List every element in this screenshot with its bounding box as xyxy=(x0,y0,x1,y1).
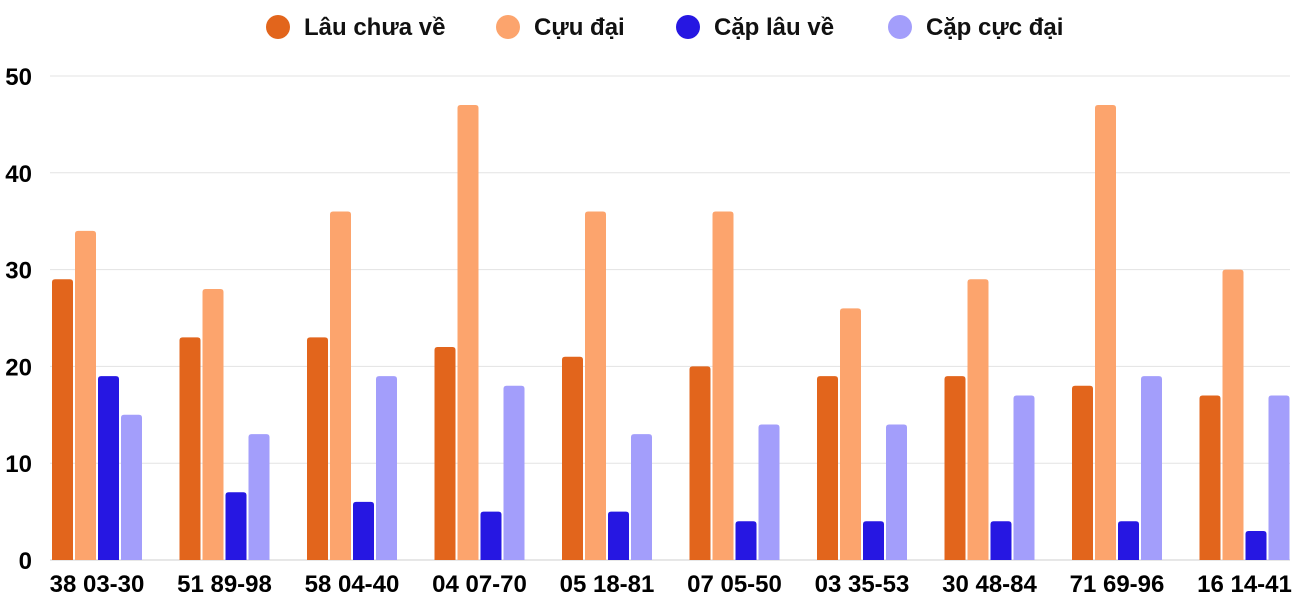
bar xyxy=(503,385,525,560)
bar xyxy=(689,366,711,560)
x-tick-label: 04 07-70 xyxy=(432,571,527,598)
legend-item[interactable]: Cặp cực đại xyxy=(888,14,1063,41)
y-tick-label: 30 xyxy=(5,258,32,285)
bar xyxy=(1141,376,1162,560)
y-tick-label: 10 xyxy=(5,451,32,478)
legend-label: Lâu chưa về xyxy=(304,14,445,41)
bar xyxy=(480,511,502,560)
bar xyxy=(330,211,351,560)
bar xyxy=(1245,530,1267,560)
x-axis: 38 03-30 51 89-98 58 04-40 04 07-70 05 18-81… xyxy=(50,571,1292,598)
x-tick-label: 30 48-84 xyxy=(942,571,1037,598)
bar xyxy=(353,501,374,560)
bar xyxy=(1222,269,1244,560)
x-tick-label: 03 35-53 xyxy=(815,571,910,598)
legend-label: Cặp cực đại xyxy=(926,14,1063,41)
x-tick-label: 51 89-98 xyxy=(177,571,272,598)
bar xyxy=(863,521,884,560)
legend-swatch xyxy=(676,15,700,39)
legend: Lâu chưa về Cựu đại Cặp lâu về Cặp cực đại xyxy=(266,14,1063,41)
bar xyxy=(944,376,966,560)
legend-item[interactable]: Cựu đại xyxy=(496,14,625,41)
bar xyxy=(248,434,270,560)
bar xyxy=(98,376,119,560)
bar xyxy=(1118,521,1139,560)
x-tick-label: 05 18-81 xyxy=(560,571,655,598)
legend-swatch xyxy=(266,15,290,39)
bar xyxy=(121,414,142,560)
bar xyxy=(179,337,201,560)
bar xyxy=(202,288,224,560)
bar xyxy=(307,337,328,560)
x-tick-label: 71 69-96 xyxy=(1070,571,1165,598)
bar xyxy=(52,279,73,560)
legend-swatch xyxy=(888,15,912,39)
bar xyxy=(990,521,1012,560)
legend-label: Cặp lâu về xyxy=(714,14,834,41)
bar xyxy=(1013,395,1035,560)
y-axis: 0 10 20 30 40 50 xyxy=(5,64,32,575)
bar xyxy=(1268,395,1290,560)
bar xyxy=(967,279,989,560)
legend-item[interactable]: Lâu chưa về xyxy=(266,14,445,41)
bar xyxy=(886,424,907,560)
y-tick-label: 0 xyxy=(19,548,32,575)
bar xyxy=(585,211,606,560)
bar xyxy=(840,308,861,560)
legend-swatch xyxy=(496,15,520,39)
y-tick-label: 40 xyxy=(5,161,32,188)
legend-item[interactable]: Cặp lâu về xyxy=(676,14,834,41)
bar xyxy=(712,211,734,560)
bar xyxy=(1199,395,1221,560)
y-tick-label: 20 xyxy=(5,354,32,381)
bar xyxy=(434,347,456,560)
legend-label: Cựu đại xyxy=(534,14,625,41)
bar xyxy=(631,434,652,560)
x-tick-label: 58 04-40 xyxy=(305,571,400,598)
bar xyxy=(376,376,397,560)
bar xyxy=(562,356,583,560)
bar xyxy=(1072,385,1093,560)
bar xyxy=(75,230,96,560)
bar xyxy=(225,492,247,560)
bar xyxy=(457,105,479,560)
bar xyxy=(608,511,629,560)
x-tick-label: 07 05-50 xyxy=(687,571,782,598)
x-tick-label: 38 03-30 xyxy=(50,571,145,598)
bar xyxy=(735,521,757,560)
bar xyxy=(817,376,838,560)
x-tick-label: 16 14-41 xyxy=(1197,571,1292,598)
bar xyxy=(1095,105,1116,560)
y-tick-label: 50 xyxy=(5,64,32,91)
bar xyxy=(758,424,780,560)
bars xyxy=(52,105,1290,560)
